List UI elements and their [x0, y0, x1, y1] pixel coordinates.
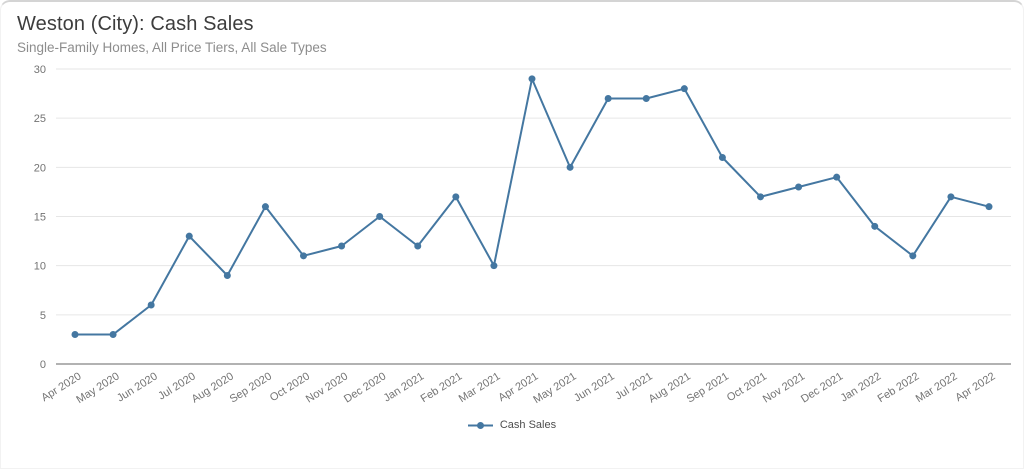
- data-point-marker[interactable]: [757, 193, 764, 201]
- data-point-marker[interactable]: [223, 272, 231, 279]
- x-axis-tick-label: Mar 2022: [914, 370, 960, 405]
- x-axis-tick-label: Aug 2020: [190, 370, 236, 405]
- data-point-marker[interactable]: [642, 95, 650, 102]
- data-point-marker[interactable]: [833, 173, 841, 181]
- data-point-marker[interactable]: [528, 75, 536, 83]
- legend: Cash Sales: [1, 419, 1023, 431]
- data-point-marker[interactable]: [147, 301, 155, 309]
- data-point-marker[interactable]: [871, 222, 879, 230]
- x-axis-tick-label: Jun 2021: [572, 370, 617, 404]
- x-axis-tick-label: Dec 2020: [342, 370, 388, 405]
- data-point-marker[interactable]: [985, 203, 993, 211]
- x-axis-tick-label: Feb 2022: [876, 370, 922, 405]
- data-point-marker[interactable]: [71, 331, 79, 338]
- page-title: Weston (City): Cash Sales: [17, 13, 254, 35]
- data-point-marker[interactable]: [795, 183, 803, 191]
- x-axis-tick-label: Aug 2021: [647, 370, 693, 405]
- chart-subtitle: Single-Family Homes, All Price Tiers, Al…: [17, 40, 327, 55]
- legend-item-cash-sales[interactable]: Cash Sales: [467, 419, 557, 431]
- data-point-marker[interactable]: [185, 232, 193, 240]
- data-point-marker[interactable]: [376, 213, 384, 220]
- data-point-marker[interactable]: [300, 252, 307, 260]
- x-axis-tick-label: Sep 2021: [685, 370, 731, 405]
- data-point-marker[interactable]: [947, 193, 955, 201]
- x-axis-tick-label: Jan 2022: [839, 370, 884, 404]
- y-axis-tick-label: 5: [40, 310, 46, 322]
- x-axis-tick-label: Nov 2020: [304, 370, 350, 405]
- data-point-marker[interactable]: [414, 242, 422, 250]
- x-axis-tick-label: Nov 2021: [761, 370, 807, 405]
- x-axis-tick-label: May 2021: [531, 370, 578, 406]
- x-axis-tick-label: Jan 2021: [382, 370, 427, 404]
- y-axis-tick-label: 20: [34, 162, 46, 174]
- x-axis-tick-label: Apr 2022: [953, 370, 997, 404]
- legend-item-label: Cash Sales: [499, 419, 557, 431]
- data-point-marker[interactable]: [490, 262, 498, 270]
- data-point-marker[interactable]: [909, 252, 917, 260]
- data-point-marker[interactable]: [109, 331, 117, 338]
- data-point-marker[interactable]: [680, 85, 688, 93]
- chart-header: Weston (City): Cash Sales Single-Family …: [1, 2, 1023, 57]
- line-dot-marker-icon: [467, 421, 493, 429]
- x-axis-tick-label: Feb 2021: [419, 370, 465, 405]
- data-point-marker[interactable]: [718, 154, 726, 161]
- data-point-marker[interactable]: [566, 163, 574, 171]
- x-axis-tick-label: Dec 2021: [799, 370, 845, 405]
- x-axis-tick-label: Jun 2020: [115, 370, 160, 404]
- x-axis-tick-label: Mar 2021: [457, 370, 503, 405]
- y-axis-tick-label: 10: [34, 261, 46, 273]
- series-line-cash-sales: [74, 77, 990, 336]
- y-axis-tick-label: 30: [34, 64, 46, 76]
- data-point-marker[interactable]: [261, 203, 269, 211]
- x-axis-tick-label: May 2020: [74, 370, 121, 406]
- y-axis-tick-label: 15: [34, 212, 46, 224]
- data-point-marker[interactable]: [452, 193, 460, 201]
- y-axis-tick-label: 0: [40, 359, 46, 371]
- data-point-marker[interactable]: [604, 95, 612, 102]
- x-axis-tick-label: Sep 2020: [228, 370, 274, 405]
- y-axis-tick-label: 25: [34, 113, 46, 125]
- data-point-marker[interactable]: [338, 242, 346, 250]
